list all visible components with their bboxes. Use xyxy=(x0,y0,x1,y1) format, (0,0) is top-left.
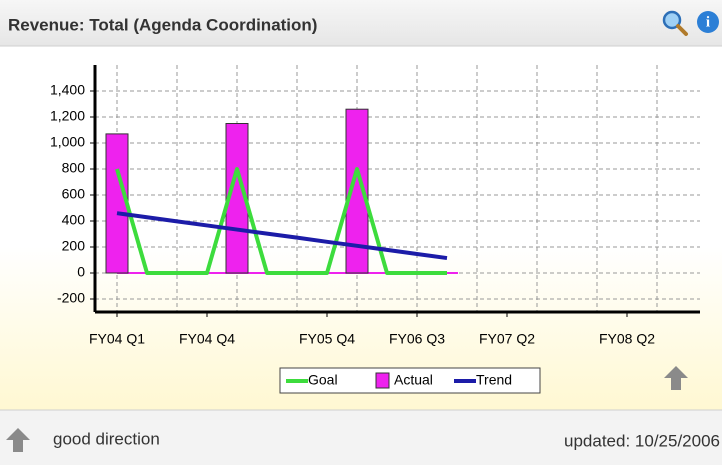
bar xyxy=(105,133,129,274)
x-tick-label: FY05 Q4 xyxy=(299,331,355,347)
zoom-icon[interactable] xyxy=(662,10,688,36)
y-tick-label: 400 xyxy=(62,212,86,228)
y-tick-label: 600 xyxy=(62,186,86,202)
footer-updated: updated: 10/25/2006 xyxy=(564,431,720,450)
x-tick-label: FY07 Q2 xyxy=(479,331,535,347)
header-title: Revenue: Total (Agenda Coordination) xyxy=(8,15,317,34)
y-tick-label: 1,000 xyxy=(50,134,85,150)
series-line xyxy=(115,167,447,275)
svg-text:i: i xyxy=(706,14,710,30)
y-tick-label: 800 xyxy=(62,160,86,176)
footer-direction: good direction xyxy=(53,429,160,448)
legend-label: Trend xyxy=(476,372,512,388)
y-tick-label: -200 xyxy=(57,290,85,306)
y-tick-label: 200 xyxy=(62,238,86,254)
direction-icon xyxy=(6,428,30,452)
x-tick-label: FY04 Q4 xyxy=(179,331,235,347)
x-tick-label: FY06 Q3 xyxy=(389,331,445,347)
info-icon[interactable]: i xyxy=(697,11,719,33)
scroll-up-icon[interactable] xyxy=(664,366,688,390)
x-tick-label: FY04 Q1 xyxy=(89,331,145,347)
legend-label: Goal xyxy=(308,372,338,388)
bar xyxy=(225,123,249,274)
legend-label: Actual xyxy=(394,372,433,388)
x-tick-label: FY08 Q2 xyxy=(599,331,655,347)
footer xyxy=(0,410,722,465)
legend-box xyxy=(279,367,541,394)
header xyxy=(0,0,722,46)
y-tick-label: 0 xyxy=(77,264,85,280)
legend-swatch xyxy=(375,372,390,389)
series-line xyxy=(116,211,448,261)
bar xyxy=(345,108,369,274)
y-tick-label: 1,400 xyxy=(50,82,85,98)
y-tick-label: 1,200 xyxy=(50,108,85,124)
